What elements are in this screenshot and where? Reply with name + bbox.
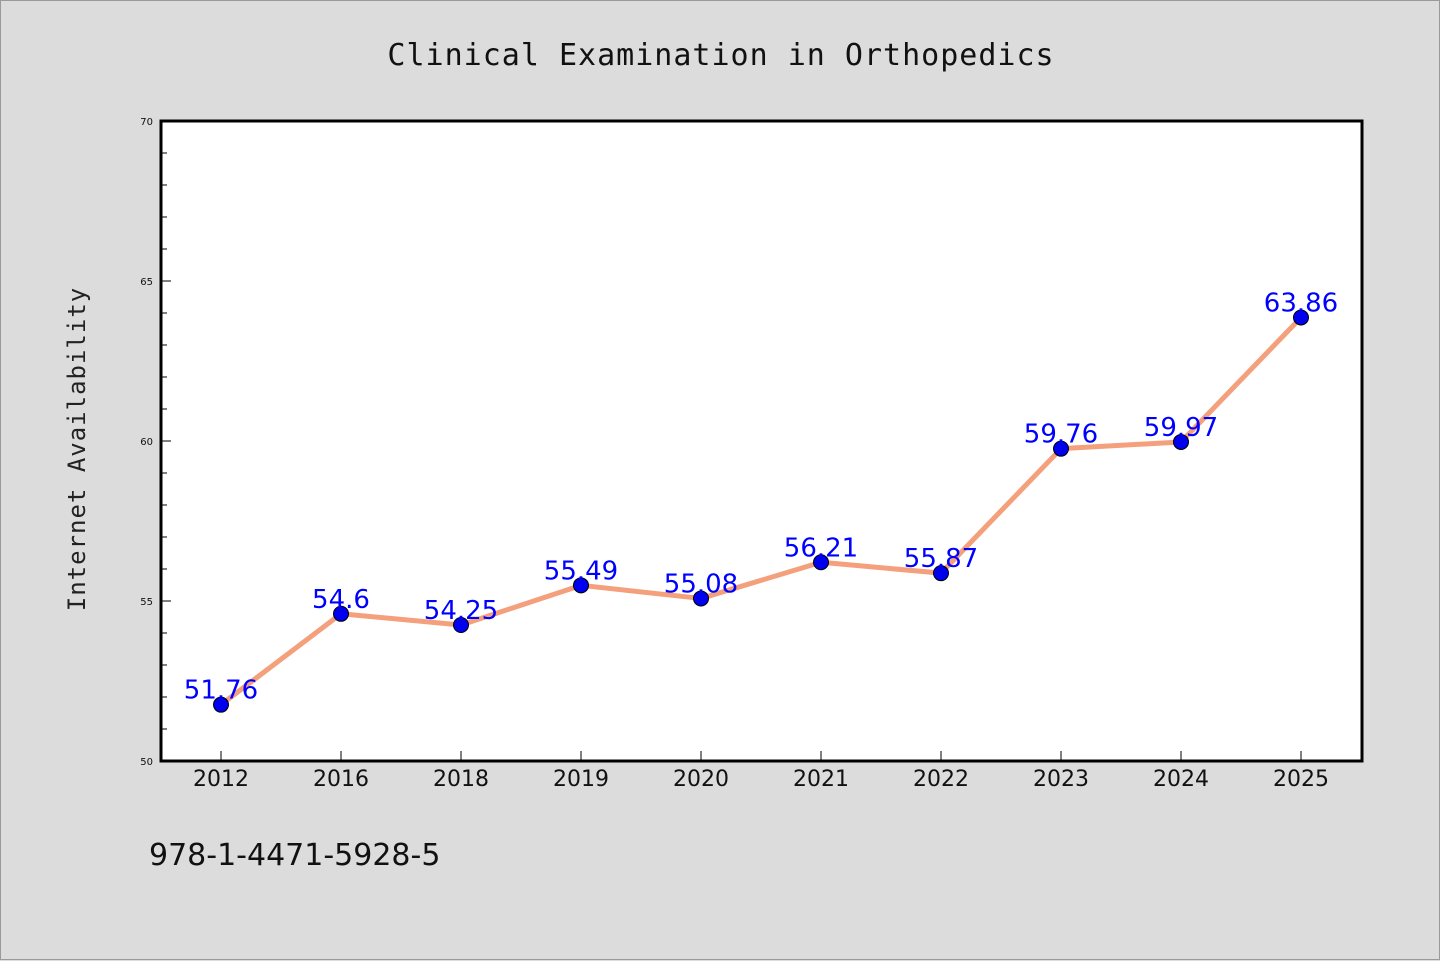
data-point — [453, 617, 469, 633]
data-point — [213, 696, 229, 713]
series-line — [219, 315, 1303, 707]
data-label: 59.97 — [1144, 413, 1218, 443]
chart-title: Clinical Examination in Orthopedics — [387, 38, 1054, 73]
x-axis: 2012 2016 2018 2019 2020 2021 2022 2023 2024 2025 — [193, 751, 1329, 792]
data-label: 63.86 — [1264, 288, 1338, 318]
y-tick-label: 50 — [140, 757, 153, 768]
isbn-text: 978-1-4471-5928-5 — [149, 838, 440, 873]
data-label: 55.49 — [544, 556, 618, 586]
data-label: 54.6 — [312, 585, 370, 615]
x-tick-label: 2019 — [553, 767, 609, 792]
y-tick-label: 60 — [140, 437, 153, 448]
x-tick-label: 2016 — [313, 767, 369, 792]
data-point — [333, 605, 349, 622]
x-tick-label: 2025 — [1273, 767, 1329, 792]
data-point — [933, 565, 949, 582]
data-label: 51.76 — [184, 676, 258, 706]
y-axis: 50 55 60 65 70 — [140, 117, 171, 768]
data-label: 54.25 — [424, 596, 498, 626]
data-labels: 51.76 54.6 54.25 55.49 55.08 56.21 55.87 59.76 5… — [184, 288, 1338, 705]
data-point — [1293, 309, 1309, 326]
data-point — [693, 590, 709, 607]
y-tick-label: 70 — [140, 117, 153, 128]
data-label: 59.76 — [1024, 420, 1098, 450]
data-point — [813, 554, 829, 571]
x-tick-label: 2021 — [793, 767, 849, 792]
data-point — [573, 577, 589, 594]
data-label: 56.21 — [784, 533, 858, 563]
data-label: 55.87 — [904, 544, 978, 574]
x-tick-label: 2023 — [1033, 767, 1089, 792]
x-tick-label: 2024 — [1153, 767, 1209, 792]
y-tick-label: 65 — [140, 277, 153, 288]
x-tick-label: 2020 — [673, 767, 729, 792]
data-point — [1173, 433, 1189, 450]
x-tick-label: 2012 — [193, 767, 249, 792]
x-tick-label: 2022 — [913, 767, 969, 792]
data-label: 55.08 — [664, 569, 738, 599]
data-markers — [213, 309, 1309, 713]
data-point — [1053, 440, 1069, 457]
y-tick-label: 55 — [140, 597, 153, 608]
y-axis-label: Internet Availability — [63, 287, 91, 611]
x-tick-label: 2018 — [433, 767, 489, 792]
